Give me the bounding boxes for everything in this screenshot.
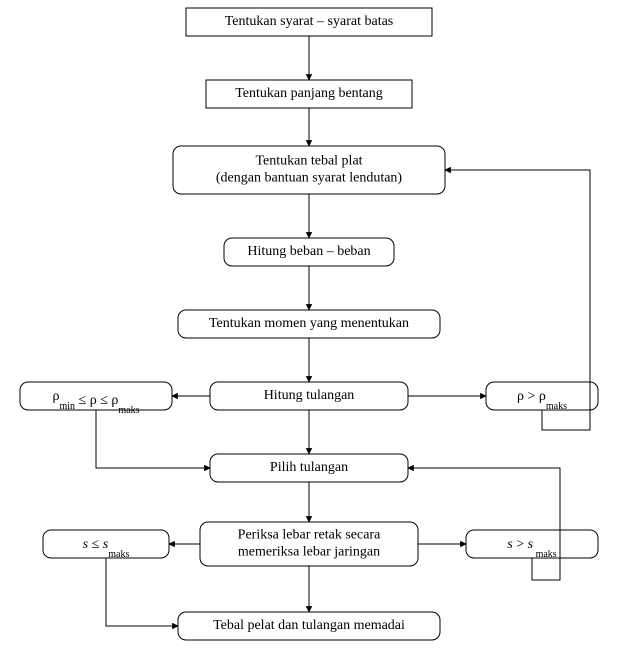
label-n6-0: Hitung tulangan — [264, 388, 355, 403]
forward-n6L-n7 — [96, 410, 210, 468]
label-n9-0: Tebal pelat dan tulangan memadai — [213, 618, 405, 633]
label-n2-0: Tentukan panjang bentang — [235, 86, 383, 101]
label-n5-0: Tentukan momen yang menentukan — [209, 316, 409, 331]
label-n3-0: Tentukan tebal plat — [255, 154, 362, 169]
feedback-n8R-n7 — [408, 468, 560, 580]
label-n3-1: (dengan bantuan syarat lendutan) — [216, 171, 403, 186]
label-n4-0: Hitung beban – beban — [247, 244, 370, 259]
forward-n8L-n9 — [106, 558, 178, 626]
label-n1-0: Tentukan syarat – syarat batas — [225, 14, 394, 29]
label-n7-0: Pilih tulangan — [270, 460, 348, 475]
label-n8-0: Periksa lebar retak secara — [238, 528, 381, 543]
label-n8-1: memeriksa lebar jaringan — [238, 545, 380, 560]
